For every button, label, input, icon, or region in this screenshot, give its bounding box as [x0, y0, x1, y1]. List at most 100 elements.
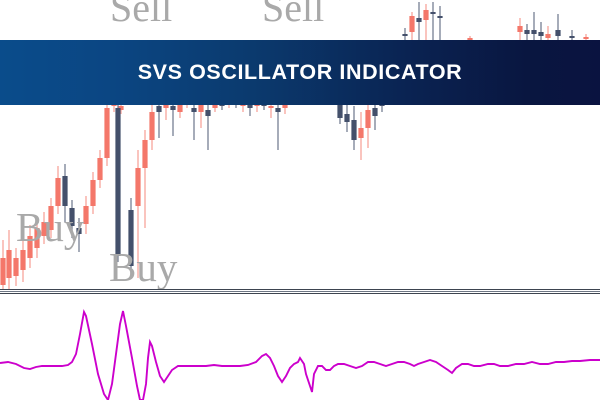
candle-body — [62, 176, 68, 206]
candle-wick — [533, 12, 535, 40]
candlestick — [583, 34, 589, 40]
candlestick — [142, 130, 148, 228]
divider-line-top — [0, 289, 600, 290]
candle-body — [13, 258, 19, 276]
promo-banner: SVS OSCILLATOR INDICATOR — [0, 40, 600, 105]
candlestick — [351, 106, 357, 150]
candlestick — [282, 100, 288, 114]
candlestick — [344, 100, 350, 132]
candle-body — [337, 104, 343, 118]
candlestick — [62, 164, 68, 222]
candle-wick — [172, 100, 174, 136]
oscillator-line — [0, 309, 600, 400]
candlestick — [261, 100, 267, 110]
divider-line-bottom — [0, 293, 600, 294]
candle-body — [583, 37, 589, 39]
candlestick — [247, 100, 253, 116]
candle-body — [41, 222, 47, 236]
candle-body — [416, 18, 422, 22]
candle-body — [128, 210, 134, 266]
candle-body — [205, 110, 211, 116]
candle-body — [268, 106, 274, 108]
candle-body — [555, 30, 561, 36]
candlestick — [0, 240, 6, 289]
candle-body — [531, 30, 537, 34]
candle-body — [6, 250, 12, 278]
candle-wick — [571, 30, 573, 40]
candle-body — [545, 34, 551, 38]
candlestick — [128, 198, 134, 278]
candlestick — [34, 218, 40, 258]
candlestick — [6, 230, 12, 289]
candlestick — [372, 100, 378, 130]
candle-body — [163, 104, 169, 108]
candle-body — [69, 208, 75, 226]
promo-banner-title: SVS OSCILLATOR INDICATOR — [137, 60, 463, 84]
candle-wick — [557, 14, 559, 40]
candle-body — [90, 180, 96, 206]
candle-body — [76, 228, 82, 234]
candle-body — [351, 120, 357, 140]
divider-line-middle — [0, 291, 600, 292]
candle-body — [149, 112, 155, 140]
candle-body — [358, 128, 364, 138]
candle-body — [156, 106, 162, 112]
candle-wick — [439, 6, 441, 40]
candle-body — [104, 108, 110, 158]
candlestick — [268, 100, 274, 118]
candle-wick — [165, 100, 167, 120]
candle-body — [365, 110, 371, 128]
candlestick — [524, 24, 530, 40]
candlestick — [467, 36, 473, 40]
candle-body — [282, 104, 288, 108]
candle-body — [111, 104, 117, 106]
candlestick — [90, 172, 96, 214]
candlestick — [191, 100, 197, 140]
candle-body — [97, 158, 103, 180]
candle-body — [212, 102, 218, 108]
candlestick — [118, 100, 124, 114]
candle-body — [118, 106, 124, 110]
candlestick — [104, 100, 110, 166]
candle-wick — [137, 150, 139, 278]
candle-wick — [540, 22, 542, 40]
candle-wick — [207, 100, 209, 150]
candlestick — [402, 28, 408, 40]
candle-body — [275, 108, 281, 112]
candlestick — [538, 22, 544, 40]
candlestick — [219, 100, 225, 110]
candlestick — [240, 100, 246, 112]
candle-wick — [144, 130, 146, 228]
candlestick — [365, 104, 371, 148]
candlestick — [423, 4, 429, 40]
candle-body — [191, 108, 197, 112]
candle-body — [467, 38, 473, 40]
candle-body — [27, 236, 33, 258]
candle-body — [409, 16, 415, 32]
candle-wick — [193, 100, 195, 140]
candle-body — [524, 30, 530, 34]
candle-body — [177, 104, 183, 112]
candlestick — [149, 104, 155, 150]
candle-wick — [425, 4, 427, 40]
oscillator-panel — [0, 296, 600, 400]
candle-body — [135, 168, 141, 206]
candlestick — [111, 100, 117, 112]
candlestick — [41, 212, 47, 244]
candle-body — [0, 258, 6, 285]
candle-body — [247, 104, 253, 108]
candlestick — [555, 14, 561, 40]
candlestick — [275, 100, 281, 150]
candlestick — [13, 248, 19, 286]
candlestick — [517, 18, 523, 40]
candlestick — [135, 150, 141, 278]
candle-wick — [547, 26, 549, 40]
candlestick — [48, 198, 54, 238]
candle-body — [240, 104, 246, 106]
candle-wick — [78, 218, 80, 252]
candle-body — [20, 250, 26, 270]
candlestick — [416, 2, 422, 40]
candlestick — [177, 100, 183, 118]
candle-body — [569, 36, 575, 38]
candle-body — [34, 228, 40, 248]
